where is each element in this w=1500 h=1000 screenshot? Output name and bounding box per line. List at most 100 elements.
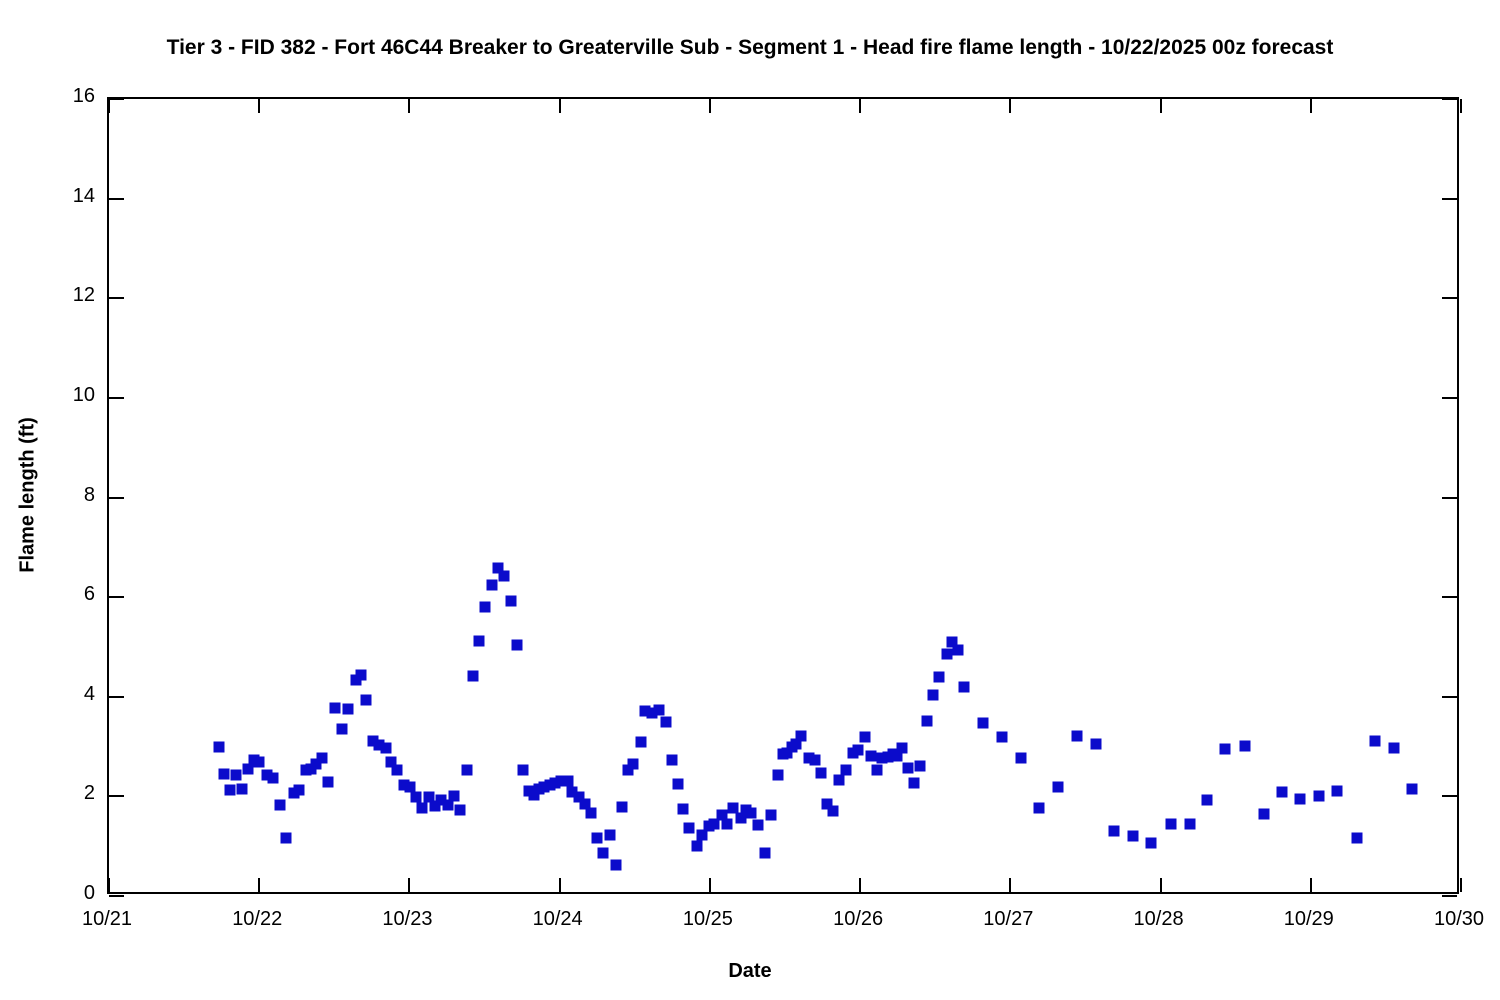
y-tick-label: 14	[72, 184, 95, 207]
data-point	[745, 807, 757, 819]
x-tick	[1460, 99, 1462, 113]
x-tick	[558, 99, 561, 113]
data-point	[492, 562, 504, 574]
data-point	[1090, 738, 1101, 750]
data-point	[380, 742, 392, 754]
data-point	[672, 778, 684, 790]
data-point	[385, 756, 397, 767]
y-tick-label: 6	[83, 583, 95, 606]
data-point	[752, 819, 764, 831]
data-point	[1239, 740, 1251, 752]
y-tick	[109, 895, 124, 897]
data-point	[373, 739, 385, 751]
data-point	[827, 805, 839, 817]
data-point	[566, 786, 578, 798]
x-tick-label: 10/22	[232, 908, 283, 930]
data-point	[1033, 802, 1045, 814]
data-point	[1219, 743, 1231, 755]
data-point	[735, 812, 747, 824]
data-point	[410, 791, 422, 803]
data-point	[1258, 808, 1270, 820]
data-point	[1313, 790, 1325, 802]
data-point	[218, 768, 230, 780]
data-point	[833, 774, 845, 786]
data-point	[454, 804, 466, 816]
data-point	[809, 754, 821, 765]
data-point	[293, 784, 305, 796]
data-point	[635, 736, 647, 748]
data-point	[416, 802, 428, 814]
y-tick	[109, 795, 124, 798]
x-axis-label: Date	[728, 960, 772, 982]
x-tick	[1460, 878, 1462, 892]
data-point	[404, 781, 416, 793]
data-point	[505, 595, 517, 607]
data-point	[486, 579, 498, 591]
data-point	[896, 742, 908, 754]
x-tick	[1159, 99, 1162, 113]
data-point	[1165, 818, 1177, 830]
y-tick	[109, 297, 124, 300]
data-point	[1351, 832, 1363, 844]
data-point	[691, 840, 703, 852]
data-point	[322, 776, 334, 788]
x-tick	[1009, 878, 1012, 892]
data-point	[538, 781, 550, 793]
x-tick-label: 10/25	[682, 908, 733, 930]
data-point	[274, 799, 286, 811]
data-point	[727, 802, 739, 814]
data-point	[871, 764, 883, 776]
y-tick-label: 16	[72, 85, 95, 107]
data-point	[1331, 785, 1343, 797]
data-point	[329, 702, 341, 714]
data-point	[696, 829, 708, 841]
y-tick	[1442, 396, 1457, 399]
chart-title: Tier 3 - FID 382 - Fort 46C44 Breaker to…	[166, 36, 1334, 59]
data-point	[342, 703, 354, 715]
data-point	[310, 758, 322, 770]
data-point	[772, 769, 784, 781]
data-point	[585, 807, 597, 819]
data-point	[803, 752, 815, 764]
data-point	[355, 669, 367, 681]
data-point	[660, 716, 672, 728]
x-tick-label: 10/26	[833, 908, 884, 930]
data-point	[716, 809, 728, 821]
data-point	[479, 601, 491, 613]
y-tick	[1442, 895, 1457, 897]
y-tick	[109, 98, 124, 100]
data-point	[927, 689, 939, 701]
data-point	[467, 670, 479, 682]
data-point	[236, 783, 248, 795]
data-point	[683, 822, 695, 834]
data-point	[367, 735, 379, 747]
data-point	[1052, 781, 1063, 793]
x-tick	[708, 878, 711, 892]
data-point	[230, 769, 242, 781]
y-tick-label: 0	[83, 882, 95, 904]
data-point	[639, 705, 651, 717]
data-point	[852, 744, 864, 756]
data-point	[391, 764, 403, 776]
data-point	[622, 764, 634, 776]
data-point	[597, 847, 609, 859]
plot-area	[107, 97, 1462, 897]
y-tick-label: 8	[83, 483, 95, 506]
y-tick	[109, 695, 124, 698]
y-tick	[1442, 695, 1457, 698]
data-point	[759, 847, 771, 859]
data-point	[840, 764, 852, 776]
x-tick-label: 10/29	[1283, 908, 1334, 930]
data-point	[517, 764, 529, 776]
data-point	[579, 798, 591, 810]
data-point	[549, 777, 561, 789]
y-tick	[1442, 297, 1457, 300]
data-point	[213, 741, 225, 753]
data-point	[996, 731, 1008, 743]
y-tick	[1442, 197, 1457, 200]
y-tick	[1442, 496, 1457, 499]
data-point	[1294, 793, 1306, 805]
data-point	[781, 747, 793, 759]
data-point	[790, 738, 802, 750]
data-point	[591, 832, 603, 844]
